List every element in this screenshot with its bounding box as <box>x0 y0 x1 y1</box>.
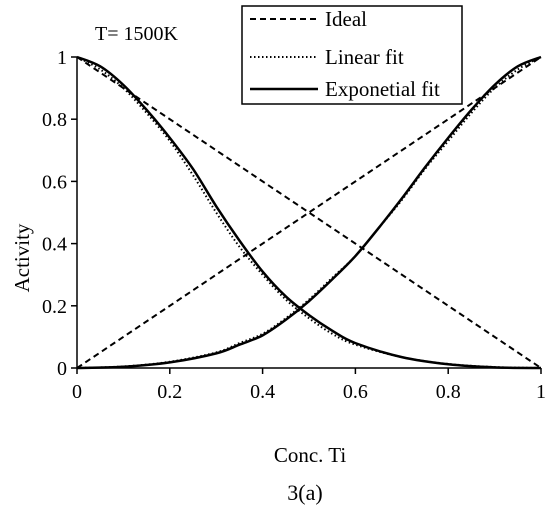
y-tick-label: 1 <box>57 47 67 69</box>
ticks: 0 0.2 0.4 0.6 0.8 1 0 0.2 0.4 0.6 0.8 1 <box>42 47 546 403</box>
series-line-exponetial-fit-other <box>76 55 542 370</box>
temperature-annotation: T= 1500K <box>95 23 178 45</box>
x-tick-label: 0.8 <box>436 381 461 403</box>
legend-label-linear-fit: Linear fit <box>325 45 404 69</box>
x-tick-label: 0.6 <box>343 381 368 403</box>
y-tick-label: 0.8 <box>42 109 67 131</box>
x-axis-label: Conc. Ti <box>274 443 347 467</box>
x-tick-label: 0.4 <box>250 381 275 403</box>
series-line-ideal-ti <box>76 56 542 369</box>
axes <box>76 57 541 369</box>
figure-caption: 3(a) <box>287 480 322 505</box>
y-tick-label: 0.6 <box>42 171 67 193</box>
legend-label-exponetial-fit: Exponetial fit <box>325 77 440 101</box>
legend: Ideal Linear fit Exponetial fit <box>241 5 463 105</box>
legend-box <box>241 5 463 105</box>
plot-lines <box>76 55 542 370</box>
x-tick-label: 1 <box>536 381 546 403</box>
series-line-ideal-other <box>76 56 542 369</box>
y-tick-label: 0.4 <box>42 234 67 256</box>
series-line-exponetial-fit-ti <box>76 55 542 370</box>
y-tick-label: 0.2 <box>42 296 67 318</box>
x-tick-label: 0 <box>72 381 82 403</box>
legend-label-ideal: Ideal <box>325 7 367 31</box>
y-tick-label: 0 <box>57 358 67 380</box>
y-axis-label: Activity <box>10 223 34 292</box>
x-tick-label: 0.2 <box>157 381 182 403</box>
